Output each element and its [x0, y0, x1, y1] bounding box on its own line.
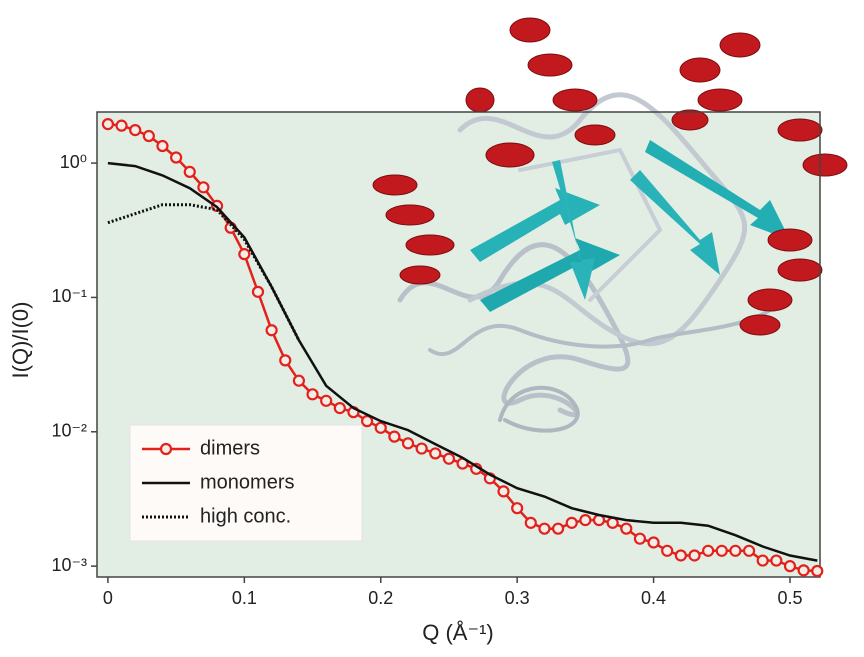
marker — [620, 522, 633, 535]
helix — [747, 288, 793, 312]
helix — [777, 258, 823, 282]
helix — [697, 88, 743, 112]
strand — [480, 238, 620, 312]
helix — [679, 57, 721, 83]
helix — [802, 153, 848, 177]
marker — [251, 285, 265, 298]
helix — [385, 204, 435, 226]
coil — [518, 147, 663, 302]
helix — [739, 314, 781, 336]
helix — [509, 17, 551, 43]
x-tick-label: 0 — [103, 588, 113, 608]
helix — [485, 142, 535, 168]
x-tick-label: 0.3 — [505, 588, 530, 608]
marker — [756, 554, 769, 567]
marker — [633, 532, 647, 545]
helix — [405, 234, 455, 256]
marker — [101, 118, 115, 131]
marker — [238, 248, 251, 261]
x-tick-label: 0.1 — [232, 588, 257, 608]
marker — [742, 544, 756, 557]
helix — [465, 87, 495, 113]
y-tick-label: 10⁻¹ — [51, 286, 87, 306]
marker — [361, 415, 374, 428]
marker — [401, 437, 415, 450]
strand — [645, 140, 790, 240]
marker — [388, 430, 401, 443]
marker — [811, 564, 824, 578]
y-tick-label: 10⁻³ — [51, 555, 87, 575]
marker — [702, 544, 715, 557]
strand — [630, 170, 720, 275]
legend-label: dimers — [200, 437, 260, 459]
marker — [292, 374, 305, 387]
marker — [674, 549, 687, 562]
marker — [797, 564, 810, 577]
y-tick-label: 10⁻² — [51, 421, 87, 441]
helix — [777, 118, 823, 142]
marker — [538, 522, 551, 535]
x-tick-label: 0.5 — [777, 588, 802, 608]
marker — [715, 544, 728, 557]
marker — [415, 442, 428, 455]
strand — [552, 160, 595, 300]
marker — [511, 502, 524, 515]
marker — [770, 554, 783, 567]
helix — [372, 174, 418, 196]
marker — [579, 514, 592, 527]
legend-label: monomers — [200, 471, 294, 493]
marker — [565, 516, 578, 529]
marker — [661, 544, 674, 557]
helix — [552, 88, 598, 112]
helix — [399, 265, 441, 285]
coil — [457, 92, 748, 347]
x-tick-label: 0.4 — [641, 588, 666, 608]
marker — [688, 549, 701, 562]
marker — [115, 119, 128, 132]
marker — [183, 165, 196, 178]
line — [107, 203, 301, 341]
protein-illustration — [372, 17, 848, 433]
marker — [320, 394, 333, 407]
marker — [129, 123, 142, 137]
x-axis-label: Q (Å⁻¹) — [422, 620, 494, 645]
marker — [265, 324, 278, 337]
helix — [574, 124, 616, 146]
marker — [374, 421, 387, 434]
coil — [498, 385, 580, 433]
y-tick-label: 10⁰ — [60, 152, 87, 172]
y-axis-label: I(Q)/I(0) — [8, 302, 33, 379]
plot-frame — [96, 111, 821, 578]
marker — [783, 560, 797, 573]
marker — [524, 516, 537, 529]
helix — [527, 53, 573, 77]
line — [107, 161, 818, 562]
marker — [197, 181, 210, 194]
helix — [719, 32, 761, 58]
marker — [170, 151, 183, 164]
legend-marker — [159, 442, 173, 456]
marker — [442, 452, 456, 465]
legend-label: high conc. — [200, 505, 291, 527]
marker — [729, 544, 742, 557]
x-tick-label: 0.2 — [368, 588, 393, 608]
legend: dimers monomers high conc. — [129, 424, 363, 542]
marker — [156, 139, 169, 153]
helix — [671, 109, 709, 131]
marker — [551, 522, 565, 535]
marker — [647, 536, 660, 549]
marker — [429, 447, 442, 460]
marker — [306, 388, 319, 401]
coil — [428, 298, 782, 357]
marker — [333, 402, 346, 415]
marker — [279, 354, 292, 367]
marker — [497, 485, 510, 498]
series-layer — [101, 118, 824, 578]
helix — [767, 228, 813, 252]
marker — [142, 129, 155, 143]
